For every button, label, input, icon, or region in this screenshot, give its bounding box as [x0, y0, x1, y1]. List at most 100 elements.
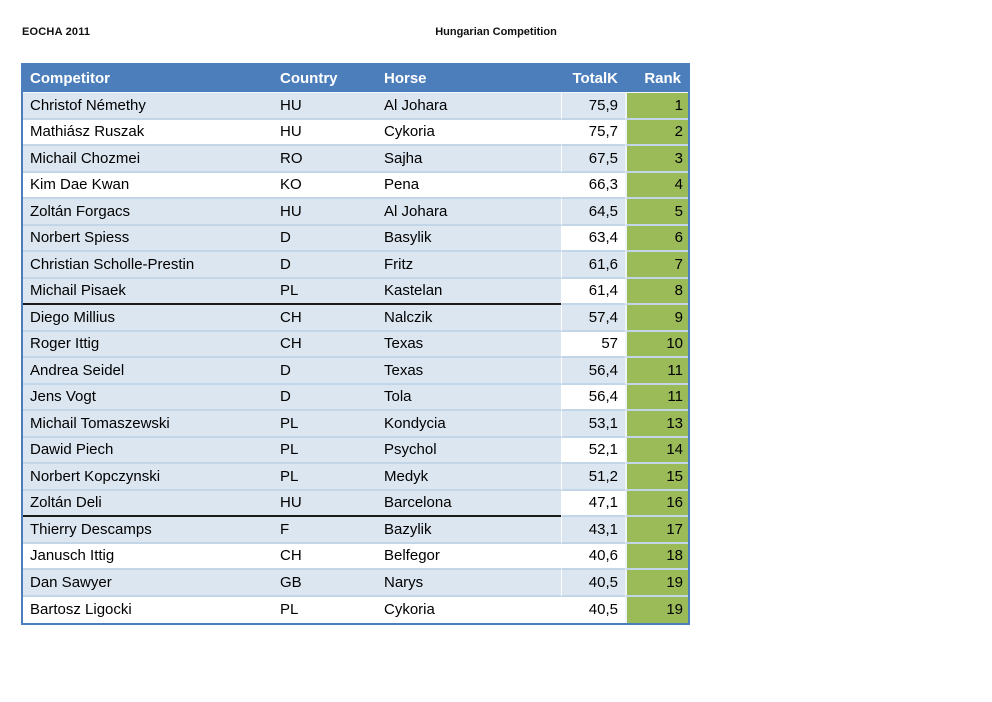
cell-rank: 6: [625, 225, 688, 252]
cell-horse: Tola: [377, 384, 561, 411]
table-header-row: Competitor Country Horse TotalK Rank: [23, 65, 688, 93]
cell-competitor: Michail Tomaszewski: [23, 411, 272, 438]
cell-competitor: Diego Millius: [23, 305, 272, 332]
cell-horse: Medyk: [377, 464, 561, 491]
cell-horse: Fritz: [377, 252, 561, 279]
cell-horse: Cykoria: [377, 596, 561, 623]
cell-rank: 19: [625, 570, 688, 597]
cell-totalk: 61,4: [561, 278, 625, 305]
table-row: Mathiász Ruszak HU Cykoria 75,7 2: [23, 119, 688, 146]
cell-totalk: 40,5: [561, 596, 625, 623]
cell-totalk: 63,4: [561, 225, 625, 252]
cell-competitor: Jens Vogt: [23, 384, 272, 411]
cell-horse: Cykoria: [377, 119, 561, 146]
cell-country: PL: [272, 596, 377, 623]
cell-rank: 3: [625, 146, 688, 173]
cell-totalk: 47,1: [561, 490, 625, 517]
results-table: Competitor Country Horse TotalK Rank Chr…: [21, 63, 690, 625]
cell-horse: Bazylik: [377, 517, 561, 544]
cell-country: HU: [272, 490, 377, 517]
table-row: Thierry Descamps F Bazylik 43,1 17: [23, 517, 688, 544]
table-row: Michail Pisaek PL Kastelan 61,4 8: [23, 278, 688, 305]
cell-totalk: 43,1: [561, 517, 625, 544]
cell-rank: 10: [625, 331, 688, 358]
cell-totalk: 40,5: [561, 570, 625, 597]
header-rank: Rank: [644, 70, 681, 87]
table-row: Dan Sawyer GB Narys 40,5 19: [23, 570, 688, 597]
table-row: Norbert Spiess D Basylik 63,4 6: [23, 225, 688, 252]
cell-horse: Al Johara: [377, 199, 561, 226]
cell-country: HU: [272, 93, 377, 120]
cell-country: D: [272, 384, 377, 411]
table-row: Christof Némethy HU Al Johara 75,9 1: [23, 93, 688, 120]
cell-horse: Narys: [377, 570, 561, 597]
cell-country: CH: [272, 543, 377, 570]
cell-country: PL: [272, 437, 377, 464]
cell-totalk: 52,1: [561, 437, 625, 464]
cell-horse: Belfegor: [377, 543, 561, 570]
cell-competitor: Roger Ittig: [23, 331, 272, 358]
cell-horse: Pena: [377, 172, 561, 199]
cell-competitor: Norbert Spiess: [23, 225, 272, 252]
cell-horse: Sajha: [377, 146, 561, 173]
cell-country: D: [272, 252, 377, 279]
cell-country: PL: [272, 411, 377, 438]
cell-horse: Basylik: [377, 225, 561, 252]
cell-rank: 19: [625, 596, 688, 623]
cell-competitor: Michail Pisaek: [23, 278, 272, 305]
cell-country: CH: [272, 305, 377, 332]
cell-totalk: 51,2: [561, 464, 625, 491]
cell-totalk: 57,4: [561, 305, 625, 332]
cell-rank: 4: [625, 172, 688, 199]
table-row: Christian Scholle-Prestin D Fritz 61,6 7: [23, 252, 688, 279]
cell-country: RO: [272, 146, 377, 173]
cell-competitor: Bartosz Ligocki: [23, 596, 272, 623]
cell-country: GB: [272, 570, 377, 597]
cell-competitor: Zoltán Forgacs: [23, 199, 272, 226]
cell-country: HU: [272, 199, 377, 226]
header-competitor: Competitor: [30, 70, 110, 87]
cell-competitor: Zoltán Deli: [23, 490, 272, 517]
cell-horse: Al Johara: [377, 93, 561, 120]
table-row: Jens Vogt D Tola 56,4 11: [23, 384, 688, 411]
cell-competitor: Dawid Piech: [23, 437, 272, 464]
cell-horse: Barcelona: [377, 490, 561, 517]
cell-rank: 5: [625, 199, 688, 226]
cell-rank: 15: [625, 464, 688, 491]
cell-rank: 16: [625, 490, 688, 517]
event-label: EOCHA 2011: [22, 26, 91, 38]
table-row: Roger Ittig CH Texas 57 10: [23, 331, 688, 358]
cell-competitor: Andrea Seidel: [23, 358, 272, 385]
cell-horse: Texas: [377, 358, 561, 385]
header-horse: Horse: [384, 70, 427, 87]
cell-country: F: [272, 517, 377, 544]
table-row: Janusch Ittig CH Belfegor 40,6 18: [23, 543, 688, 570]
cell-rank: 9: [625, 305, 688, 332]
cell-competitor: Michail Chozmei: [23, 146, 272, 173]
cell-totalk: 75,9: [561, 93, 625, 120]
header-country: Country: [280, 70, 338, 87]
cell-totalk: 57: [561, 331, 625, 358]
cell-horse: Psychol: [377, 437, 561, 464]
cell-rank: 13: [625, 411, 688, 438]
cell-rank: 18: [625, 543, 688, 570]
cell-totalk: 66,3: [561, 172, 625, 199]
cell-rank: 7: [625, 252, 688, 279]
cell-competitor: Thierry Descamps: [23, 517, 272, 544]
cell-rank: 8: [625, 278, 688, 305]
cell-totalk: 53,1: [561, 411, 625, 438]
cell-country: HU: [272, 119, 377, 146]
cell-country: KO: [272, 172, 377, 199]
cell-rank: 1: [625, 93, 688, 120]
cell-country: PL: [272, 278, 377, 305]
cell-rank: 11: [625, 358, 688, 385]
cell-totalk: 67,5: [561, 146, 625, 173]
cell-horse: Texas: [377, 331, 561, 358]
cell-country: D: [272, 358, 377, 385]
cell-totalk: 64,5: [561, 199, 625, 226]
cell-country: PL: [272, 464, 377, 491]
table-row: Zoltán Forgacs HU Al Johara 64,5 5: [23, 199, 688, 226]
cell-horse: Nalczik: [377, 305, 561, 332]
cell-competitor: Christof Némethy: [23, 93, 272, 120]
cell-country: D: [272, 225, 377, 252]
